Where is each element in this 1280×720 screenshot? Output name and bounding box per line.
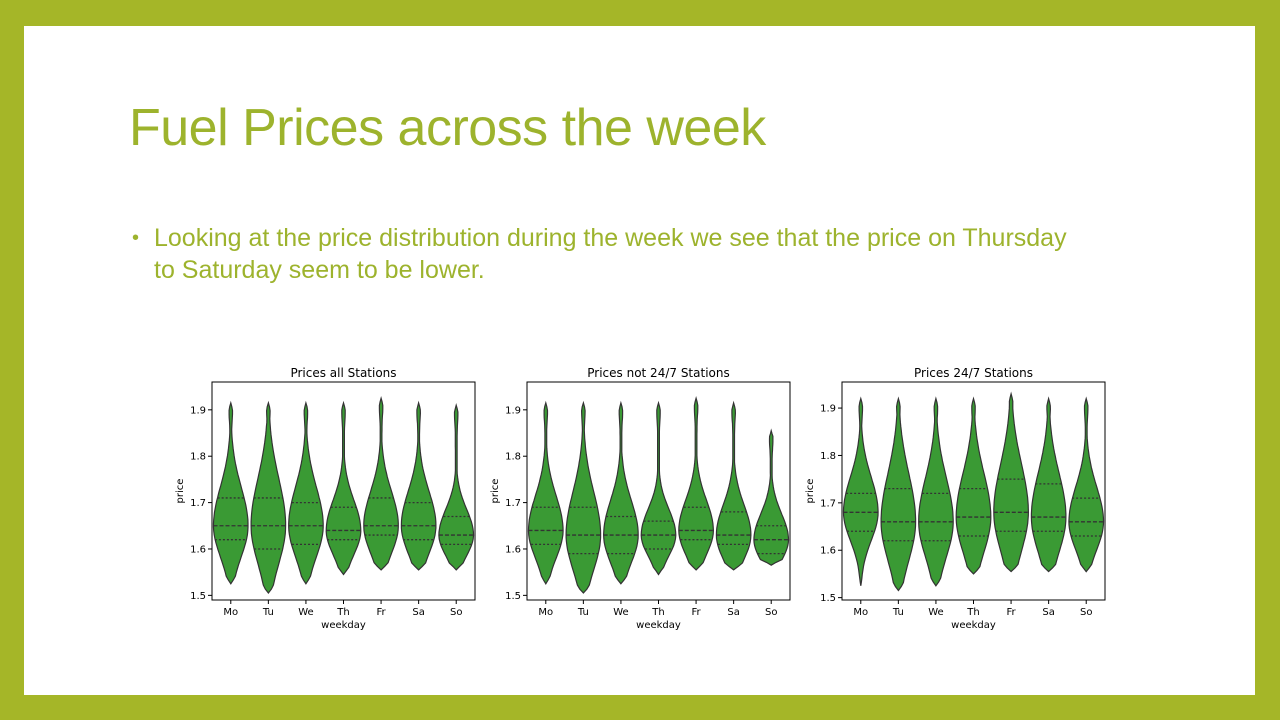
x-tick-label: Fr [692,607,702,618]
violin-Th [955,396,992,575]
y-tick-label: 1.8 [505,452,521,463]
chart-title: Prices 24/7 Stations [914,366,1033,380]
slide-title: Fuel Prices across the week [129,99,766,157]
y-axis-label: price [490,479,501,504]
x-axis-label: weekday [321,620,366,631]
violin-Tu [565,400,602,594]
violin-Th [640,400,677,576]
violin-Fr [363,395,399,571]
x-tick-label: Mo [223,607,238,618]
chart-title: Prices all Stations [290,366,396,380]
x-tick-label: We [298,607,313,618]
violin-So [1068,396,1105,573]
x-tick-label: Sa [1042,607,1054,618]
x-tick-label: So [450,607,462,618]
x-tick-label: Th [966,607,979,618]
violin-Tu [880,396,917,592]
y-tick-label: 1.8 [190,452,206,463]
x-tick-label: Th [651,607,664,618]
x-tick-label: We [613,607,628,618]
x-tick-label: Fr [377,607,387,618]
x-tick-label: Tu [577,607,589,618]
violin-Fr [678,395,715,571]
x-tick-label: Tu [892,607,904,618]
y-tick-label: 1.6 [190,544,206,555]
violin-Sa [400,400,437,571]
violin-Mo [842,396,879,586]
chart-title: Prices not 24/7 Stations [587,366,729,380]
y-tick-label: 1.9 [820,404,836,415]
plot-frame [211,381,476,601]
y-tick-label: 1.9 [505,405,521,416]
bullet-dot-icon: • [132,227,140,249]
slide: Fuel Prices across the week • Looking at… [24,26,1255,695]
x-tick-label: Tu [262,607,274,618]
violin-Sa [715,400,752,571]
violin-We [602,400,639,585]
x-axis-label: weekday [951,620,996,631]
violin-We [288,400,324,585]
y-tick-label: 1.7 [820,498,836,509]
violin-So [438,402,475,571]
x-tick-label: Mo [538,607,553,618]
violin-Sa [1030,396,1067,573]
violin-Fr [993,391,1030,573]
violin-chart-not-24-7-stations: Prices not 24/7 Stations 1.5 1.6 1.7 1.8 1.9 M… [490,366,791,631]
x-tick-label: Fr [1007,607,1017,618]
plot-frame [841,381,1106,601]
violin-Th [325,400,362,576]
x-axis-label: weekday [636,620,681,631]
y-tick-label: 1.7 [505,498,521,509]
bullet-item: • Looking at the price distribution duri… [132,222,1092,286]
x-tick-label: Mo [853,607,868,618]
violin-chart-24-7-stations: Prices 24/7 Stations 1.5 1.6 1.7 1.8 1.9 Mo Tu W… [805,366,1106,631]
violin-Mo [212,400,249,585]
y-tick-label: 1.5 [820,593,836,604]
y-tick-label: 1.6 [820,546,836,557]
violin-We [918,396,954,587]
x-tick-label: So [1080,607,1092,618]
y-tick-label: 1.5 [190,591,206,602]
x-tick-label: So [765,607,777,618]
y-tick-label: 1.8 [820,451,836,462]
violin-So [753,428,790,566]
y-axis-label: price [175,479,186,504]
violin-chart-all-stations: Prices all Stations 1.5 1.6 1.7 1.8 1.9 Mo Tu We… [175,366,476,631]
x-tick-label: Sa [412,607,424,618]
y-tick-label: 1.9 [190,405,206,416]
violin-Mo [527,400,564,585]
y-tick-label: 1.7 [190,498,206,509]
bullet-text: Looking at the price distribution during… [154,224,1067,284]
violin-Tu [250,400,287,594]
y-tick-label: 1.5 [505,591,521,602]
plot-frame [526,381,791,601]
y-tick-label: 1.6 [505,544,521,555]
x-tick-label: Th [336,607,349,618]
x-tick-label: We [928,607,943,618]
y-axis-label: price [805,479,816,504]
x-tick-label: Sa [727,607,739,618]
